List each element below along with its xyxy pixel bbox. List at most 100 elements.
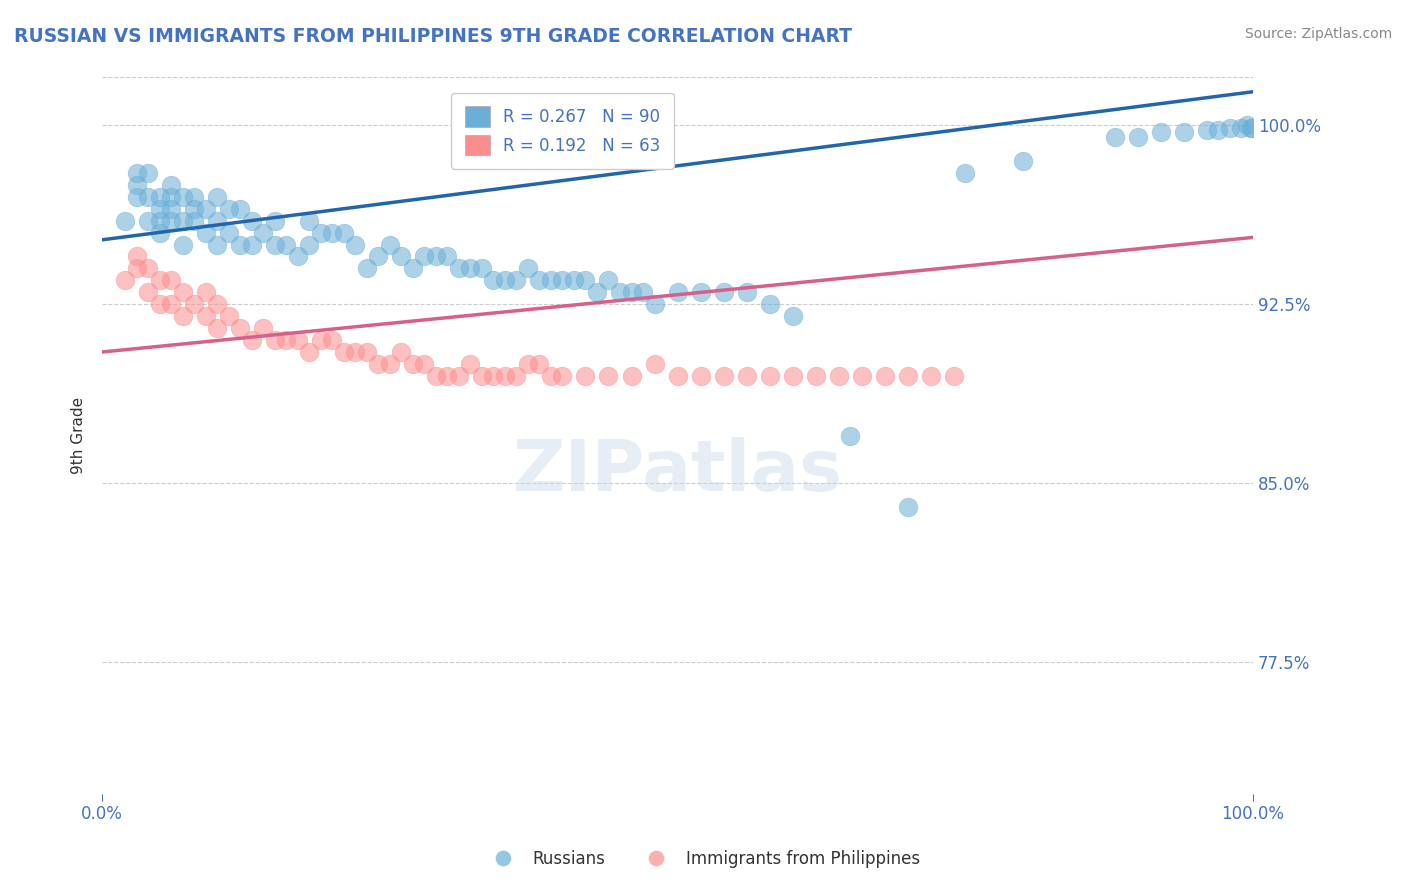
Point: [425, 250, 447, 264]
Point: [402, 357, 425, 371]
Point: [1126, 130, 1149, 145]
Point: [160, 178, 183, 192]
Point: [172, 285, 194, 300]
Point: [160, 190, 183, 204]
Point: [194, 226, 217, 240]
Text: Source: ZipAtlas.com: Source: ZipAtlas.com: [1244, 27, 1392, 41]
Point: [689, 285, 711, 300]
Legend: R = 0.267   N = 90, R = 0.192   N = 63: R = 0.267 N = 90, R = 0.192 N = 63: [451, 93, 673, 169]
Point: [689, 368, 711, 383]
Point: [620, 368, 643, 383]
Point: [1239, 120, 1261, 135]
Point: [851, 368, 873, 383]
Point: [562, 273, 585, 287]
Point: [356, 345, 378, 359]
Point: [125, 250, 148, 264]
Point: [194, 309, 217, 323]
Point: [758, 297, 780, 311]
Point: [873, 368, 896, 383]
Point: [609, 285, 631, 300]
Point: [516, 357, 538, 371]
Point: [321, 226, 343, 240]
Point: [586, 285, 609, 300]
Point: [240, 333, 263, 347]
Point: [735, 285, 758, 300]
Point: [136, 285, 159, 300]
Point: [425, 368, 447, 383]
Point: [482, 368, 505, 383]
Point: [1219, 120, 1241, 135]
Point: [252, 226, 274, 240]
Point: [149, 273, 172, 287]
Point: [447, 368, 470, 383]
Point: [1236, 118, 1258, 132]
Point: [276, 237, 298, 252]
Point: [1104, 130, 1126, 145]
Point: [1240, 120, 1263, 135]
Point: [309, 333, 332, 347]
Point: [413, 250, 436, 264]
Point: [447, 261, 470, 276]
Point: [460, 357, 482, 371]
Point: [125, 190, 148, 204]
Point: [321, 333, 343, 347]
Point: [505, 273, 527, 287]
Point: [713, 368, 735, 383]
Point: [333, 345, 356, 359]
Point: [644, 297, 666, 311]
Point: [172, 309, 194, 323]
Point: [194, 285, 217, 300]
Point: [263, 213, 285, 227]
Point: [920, 368, 942, 383]
Point: [172, 237, 194, 252]
Point: [413, 357, 436, 371]
Point: [897, 368, 920, 383]
Point: [149, 190, 172, 204]
Point: [494, 273, 516, 287]
Point: [136, 190, 159, 204]
Point: [839, 428, 862, 442]
Point: [378, 357, 401, 371]
Point: [529, 357, 551, 371]
Point: [758, 368, 780, 383]
Point: [183, 190, 205, 204]
Point: [229, 237, 252, 252]
Point: [713, 285, 735, 300]
Point: [574, 273, 596, 287]
Point: [666, 285, 689, 300]
Point: [309, 226, 332, 240]
Point: [333, 226, 356, 240]
Point: [827, 368, 849, 383]
Point: [149, 213, 172, 227]
Point: [207, 321, 229, 335]
Point: [114, 273, 136, 287]
Point: [160, 213, 183, 227]
Point: [540, 368, 562, 383]
Point: [782, 309, 804, 323]
Point: [389, 345, 412, 359]
Point: [287, 333, 309, 347]
Point: [529, 273, 551, 287]
Point: [149, 226, 172, 240]
Point: [207, 237, 229, 252]
Point: [207, 213, 229, 227]
Point: [574, 368, 596, 383]
Point: [160, 297, 183, 311]
Point: [218, 226, 240, 240]
Point: [897, 500, 920, 515]
Point: [540, 273, 562, 287]
Point: [252, 321, 274, 335]
Point: [402, 261, 425, 276]
Point: [356, 261, 378, 276]
Legend: Russians, Immigrants from Philippines: Russians, Immigrants from Philippines: [479, 844, 927, 875]
Point: [287, 250, 309, 264]
Point: [172, 190, 194, 204]
Point: [782, 368, 804, 383]
Point: [598, 273, 620, 287]
Point: [494, 368, 516, 383]
Point: [172, 213, 194, 227]
Point: [631, 285, 654, 300]
Point: [136, 261, 159, 276]
Point: [436, 250, 458, 264]
Point: [149, 202, 172, 216]
